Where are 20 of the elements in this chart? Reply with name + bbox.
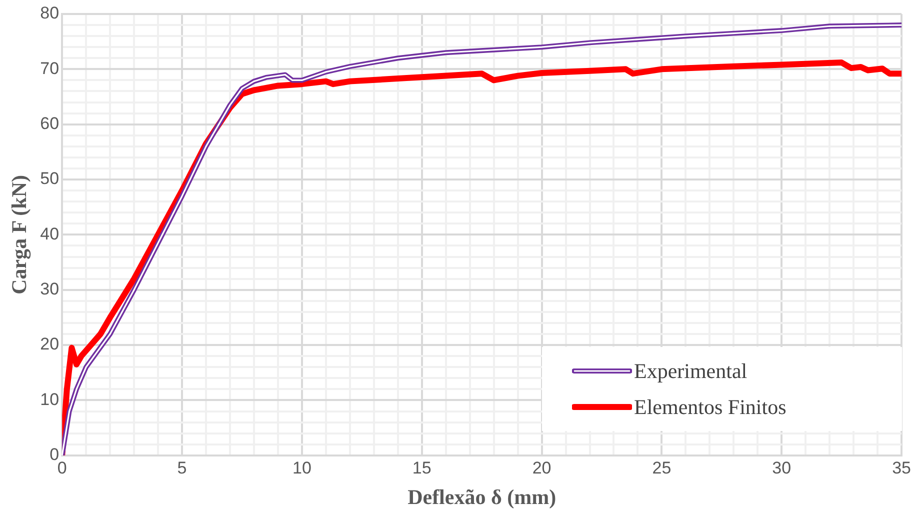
y-tick-label: 10 (40, 390, 60, 409)
x-tick-label: 35 (892, 458, 912, 478)
y-axis-title: Carga F (kN) (7, 175, 32, 294)
y-tick-label: 70 (40, 58, 60, 78)
x-axis-title: Deflexão δ (mm) (408, 484, 556, 509)
y-tick-label: 80 (40, 4, 60, 23)
x-tick-label: 10 (292, 458, 312, 478)
y-tick-label: 0 (50, 445, 60, 464)
y-tick-label: 30 (40, 280, 60, 299)
x-tick-label: 20 (532, 458, 552, 478)
legend-label: Experimental (634, 358, 748, 384)
x-tick-label: 5 (177, 458, 187, 478)
x-tick-label: 25 (652, 458, 672, 478)
x-tick-label: 15 (412, 458, 432, 478)
y-tick-label: 50 (40, 169, 60, 188)
y-tick-label: 20 (40, 334, 60, 354)
legend-label: Elementos Finitos (634, 394, 786, 420)
x-tick-label: 30 (772, 458, 792, 478)
y-tick-label: 60 (40, 114, 60, 134)
y-tick-label: 40 (40, 224, 60, 244)
